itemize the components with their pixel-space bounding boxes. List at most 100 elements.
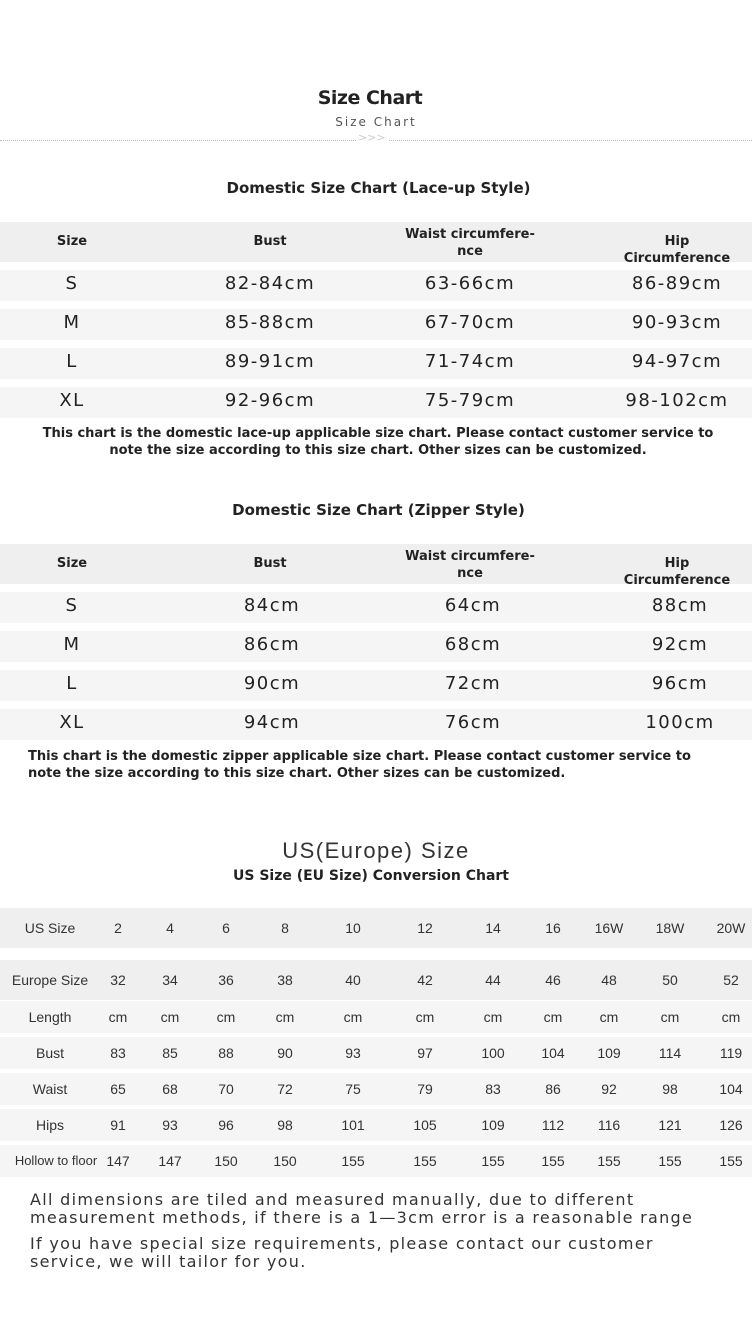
us-table-cell: 88 (218, 1045, 234, 1061)
column-header: Bust (253, 234, 287, 249)
zipper-table-title: Domestic Size Chart (Zipper Style) (232, 501, 525, 519)
us-table-cell: 8 (281, 920, 289, 936)
us-table-cell: cm (599, 1009, 619, 1025)
us-table-cell: 105 (413, 1117, 437, 1133)
us-table-cell: 18W (655, 920, 685, 936)
divider-arrows: >>> (356, 131, 388, 144)
us-table-cell: 83 (110, 1045, 126, 1061)
table-row: XL 94cm 76cm 100cm (0, 709, 752, 740)
us-table-cell: 38 (277, 972, 293, 988)
column-header: Size (56, 234, 88, 249)
table-cell: 94cm (243, 712, 301, 733)
us-table-cell: 155 (597, 1153, 621, 1169)
footer-note-1: All dimensions are tiled and measured ma… (30, 1190, 694, 1227)
us-table-cell: cm (543, 1009, 563, 1025)
us-table-cell: 104 (541, 1045, 565, 1061)
us-table-cell: 2 (114, 920, 122, 936)
us-table-cell: 121 (658, 1117, 682, 1133)
us-table-cell: 150 (273, 1153, 297, 1169)
us-table-cell: cm (108, 1009, 128, 1025)
table-cell: 94-97cm (631, 351, 723, 372)
us-table-cell: 90 (277, 1045, 293, 1061)
us-table-cell: 16W (594, 920, 624, 936)
us-table-row: Length cm cm cm cm cm cm cm cm cm cm cm (0, 1001, 752, 1033)
us-table-cell: 16 (545, 920, 561, 936)
us-table-cell: 20W (716, 920, 746, 936)
us-table-cell: 86 (545, 1081, 561, 1097)
us-table-cell: 93 (162, 1117, 178, 1133)
table-row: M 85-88cm 67-70cm 90-93cm (0, 309, 752, 340)
us-table-cell: 10 (345, 920, 361, 936)
us-table-cell: 147 (158, 1153, 182, 1169)
table-cell: S (65, 595, 79, 616)
us-table-cell: 14 (485, 920, 501, 936)
us-table-cell: 12 (417, 920, 433, 936)
table-row: S 84cm 64cm 88cm (0, 592, 752, 623)
us-table-cell: 97 (417, 1045, 433, 1061)
table-cell: 71-74cm (424, 351, 516, 372)
table-cell: S (65, 273, 79, 294)
table-row: M 86cm 68cm 92cm (0, 631, 752, 662)
table-cell: 86cm (243, 634, 301, 655)
table-cell: M (63, 312, 81, 333)
us-subtitle: US Size (EU Size) Conversion Chart (233, 868, 509, 884)
footer-note-2: If you have special size requirements, p… (30, 1234, 654, 1271)
us-table-cell: 48 (601, 972, 617, 988)
table-cell: L (66, 673, 78, 694)
table-cell: 67-70cm (424, 312, 516, 333)
table-row: L 89-91cm 71-74cm 94-97cm (0, 348, 752, 379)
table-cell: 88cm (651, 595, 709, 616)
table-cell: 72cm (444, 673, 502, 694)
table-cell: 76cm (444, 712, 502, 733)
us-table-cell: 91 (110, 1117, 126, 1133)
us-table-cell: 96 (218, 1117, 234, 1133)
us-table-row: Europe Size 32 34 36 38 40 42 44 46 48 50 52 (0, 960, 752, 1000)
us-table-cell: 92 (601, 1081, 617, 1097)
page-subtitle: Size Chart (335, 115, 417, 129)
us-table-cell: cm (216, 1009, 236, 1025)
us-table-cell: 4 (166, 920, 174, 936)
column-header: Hip Circumference (623, 234, 731, 266)
us-table-cell: 6 (222, 920, 230, 936)
us-table-row: Hips 91 93 96 98 101 105 109 112 116 121 126 (0, 1109, 752, 1141)
us-table-cell: 116 (597, 1117, 621, 1133)
table-row: XL 92-96cm 75-79cm 98-102cm (0, 387, 752, 418)
us-table-cell: cm (275, 1009, 295, 1025)
table-cell: XL (59, 390, 85, 411)
us-title: US(Europe) Size (282, 838, 470, 863)
us-table-cell: 40 (345, 972, 361, 988)
us-table-cell: 75 (345, 1081, 361, 1097)
lace-note: This chart is the domestic lace-up appli… (42, 426, 714, 458)
us-table-cell: cm (160, 1009, 180, 1025)
us-table-row: Waist 65 68 70 72 75 79 83 86 92 98 104 (0, 1073, 752, 1105)
us-table-cell: 65 (110, 1081, 126, 1097)
us-table-cell: 93 (345, 1045, 361, 1061)
us-table-cell: 70 (218, 1081, 234, 1097)
table-cell: XL (59, 712, 85, 733)
us-table-cell: 150 (214, 1153, 238, 1169)
us-table-cell: cm (343, 1009, 363, 1025)
us-table-cell: 46 (545, 972, 561, 988)
us-table-cell: US Size (24, 920, 76, 936)
us-table-cell: cm (483, 1009, 503, 1025)
column-header: Waist circumfere- nce (405, 549, 535, 581)
us-table-cell: 79 (417, 1081, 433, 1097)
us-table-cell: 68 (162, 1081, 178, 1097)
table-cell: 96cm (651, 673, 709, 694)
us-table-cell: Length (28, 1009, 72, 1025)
us-table-cell: Waist (32, 1081, 68, 1097)
table-cell: 85-88cm (224, 312, 316, 333)
us-table-cell: 98 (662, 1081, 678, 1097)
table-cell: 64cm (444, 595, 502, 616)
us-table-cell: 119 (719, 1045, 743, 1061)
table-cell: 84cm (243, 595, 301, 616)
us-table-cell: 44 (485, 972, 501, 988)
table-header-row: Size Bust Waist circumfere- nce Hip Circumf… (0, 544, 752, 588)
us-table-row: US Size 2 4 6 8 10 12 14 16 16W 18W 20W (0, 908, 752, 948)
table-cell: 68cm (444, 634, 502, 655)
us-table-cell: 104 (719, 1081, 743, 1097)
us-table-cell: 101 (341, 1117, 365, 1133)
table-row: S 82-84cm 63-66cm 86-89cm (0, 270, 752, 301)
table-cell: 86-89cm (631, 273, 723, 294)
